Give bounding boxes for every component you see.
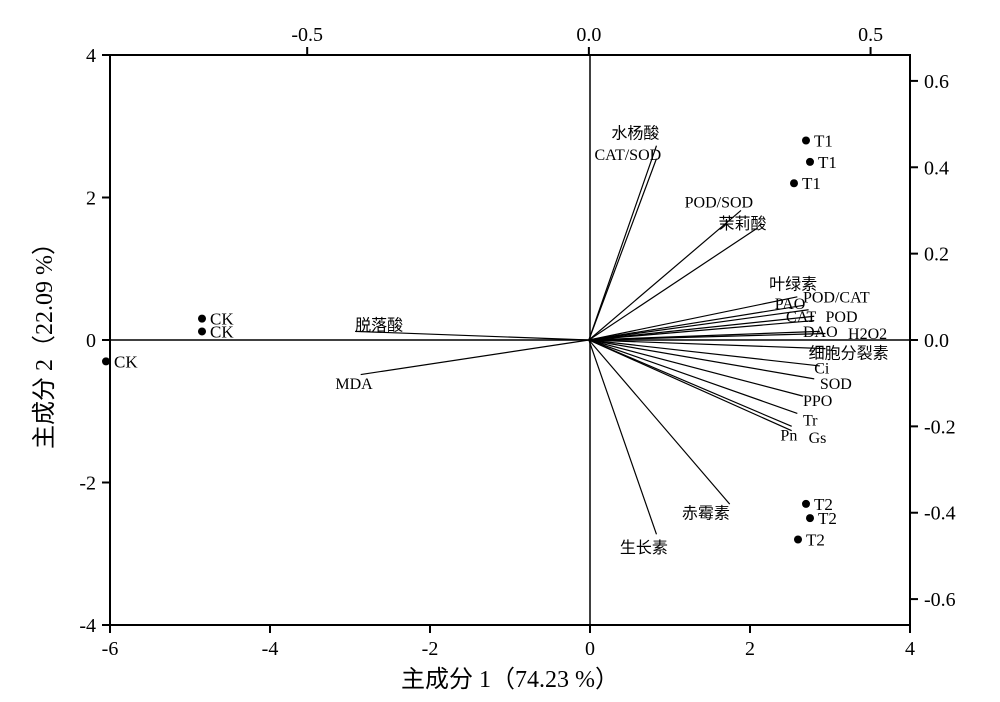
loading-vector [589, 228, 758, 340]
y-axis-label: 主成分 2（22.09 %） [31, 231, 58, 449]
xb-tick: 4 [905, 638, 915, 660]
yr-tick: -0.2 [924, 416, 956, 438]
yl-tick: 4 [86, 45, 96, 67]
yl-tick: 2 [86, 188, 96, 210]
yr-tick: 0.4 [924, 157, 949, 179]
loading-label: 茉莉酸 [718, 215, 766, 233]
yl-tick: -2 [79, 473, 96, 495]
loading-label: Tr [803, 412, 818, 429]
xt-tick: 0.0 [576, 24, 601, 46]
loading-label: H2O2 [848, 326, 887, 343]
loading-vector [589, 159, 657, 340]
loading-label: 生长素 [620, 539, 668, 557]
loading-label: CAT/SOD [595, 147, 662, 164]
loading-label: Pn [780, 428, 797, 445]
loading-label: POD/CAT [803, 289, 870, 306]
score-point [198, 327, 206, 335]
x-axis-label: 主成分 1（74.23 %） [401, 666, 619, 693]
score-label: T2 [806, 530, 825, 549]
yr-tick: -0.6 [924, 589, 956, 611]
score-point [806, 514, 814, 522]
yl-tick: -4 [79, 615, 96, 637]
yr-tick: 0.6 [924, 71, 949, 93]
loading-vector [589, 340, 814, 379]
xb-tick: -2 [422, 638, 439, 660]
score-point [802, 500, 810, 508]
score-point [102, 357, 110, 365]
loading-label: 赤霉素 [682, 504, 730, 522]
xt-tick: -0.5 [291, 24, 323, 46]
yl-tick: 0 [86, 330, 96, 352]
loading-label: MDA [335, 376, 373, 393]
loading-vector [361, 340, 589, 375]
score-point [806, 158, 814, 166]
xb-tick: 2 [745, 638, 755, 660]
score-label: T2 [818, 509, 837, 528]
score-point [198, 315, 206, 323]
score-label: T1 [814, 131, 833, 150]
loading-label: 脱落酸 [355, 316, 403, 334]
loading-label: PPO [803, 393, 832, 410]
score-label: CK [114, 352, 138, 371]
loading-label: DAO [803, 324, 838, 341]
score-label: CK [210, 322, 234, 341]
xt-tick: 0.5 [858, 24, 883, 46]
score-point [802, 137, 810, 145]
xb-tick: 0 [585, 638, 595, 660]
loading-label: SOD [820, 376, 852, 393]
loading-label: POD/SOD [685, 194, 753, 211]
yr-tick: -0.4 [924, 503, 956, 525]
loading-label: 水杨酸 [611, 124, 659, 142]
xb-tick: -6 [102, 638, 119, 660]
loading-vector [589, 340, 657, 534]
pca-biplot: -6 -4 -2 0 2 4 -4 -2 0 2 4 -0.5 0.0 0.5 -0.6 -0.4 -0.2 0.… [0, 0, 1000, 702]
yr-tick: 0.0 [924, 330, 949, 352]
score-point [790, 179, 798, 187]
loading-label: Gs [809, 430, 827, 447]
chart-svg: -6 -4 -2 0 2 4 -4 -2 0 2 4 -0.5 0.0 0.5 -0.6 -0.4 -0.2 0.… [0, 0, 1000, 702]
score-label: T1 [818, 153, 837, 172]
yr-tick: 0.2 [924, 244, 949, 266]
xb-tick: -4 [262, 638, 279, 660]
score-point [794, 536, 802, 544]
score-label: T1 [802, 174, 821, 193]
